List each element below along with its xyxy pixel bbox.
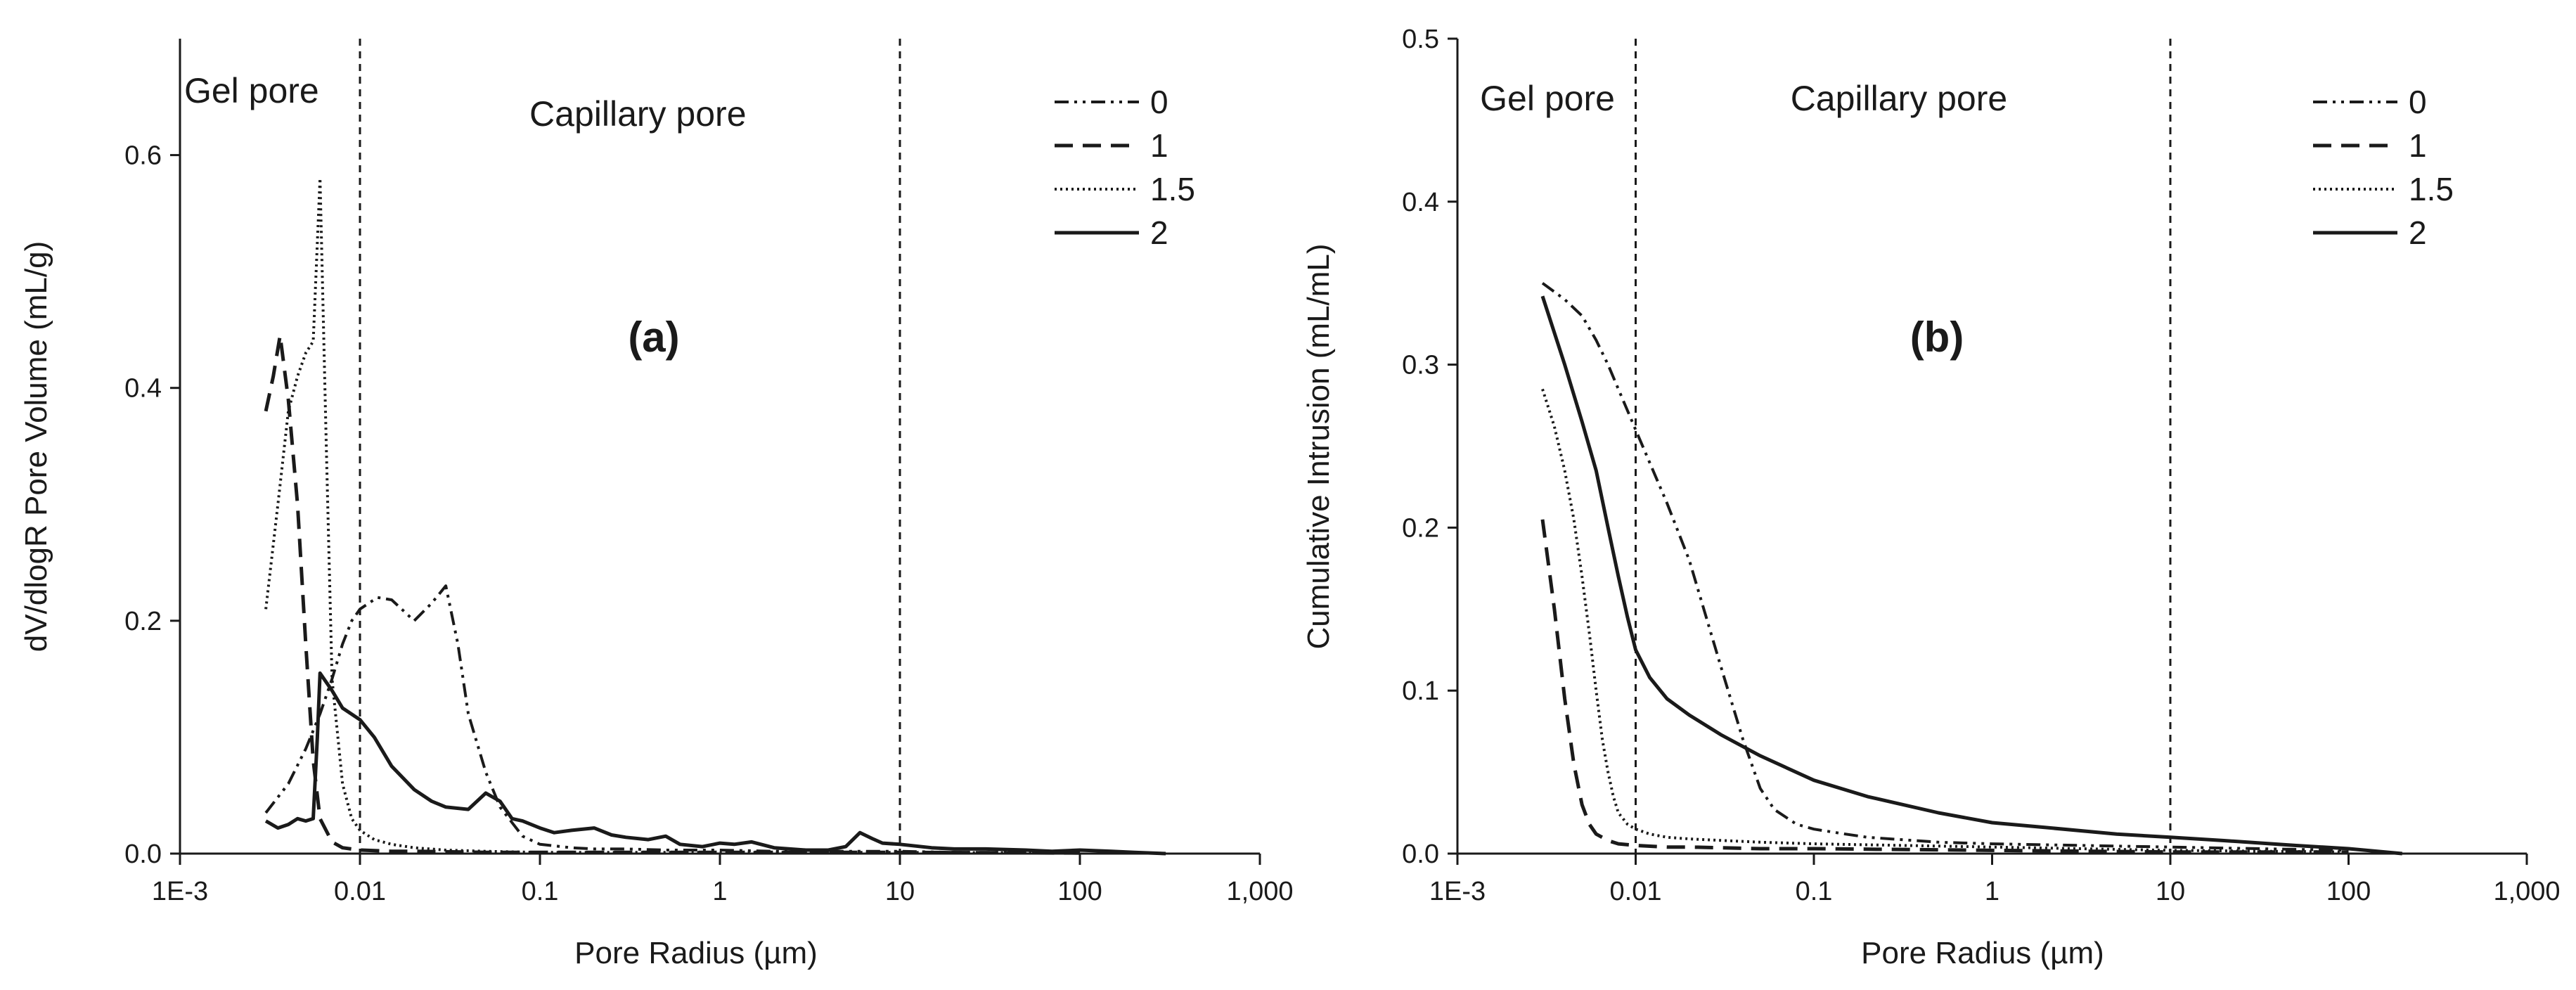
panel-b-capillary-pore-label: Capillary pore: [1791, 79, 2007, 118]
legend-label: 2: [2409, 214, 2427, 251]
panel-a-region-dividers: [359, 39, 901, 854]
series-line-2: [1540, 295, 2403, 856]
x-tick-label: 100: [2326, 877, 2371, 906]
series-line-0: [1541, 282, 2349, 852]
panel-a-tag: (a): [628, 314, 679, 361]
series-line-1: [1540, 519, 2349, 854]
panel-b-gel-pore-label: Gel pore: [1480, 79, 1615, 118]
x-tick-label: 10: [885, 877, 915, 906]
y-tick-label: 0.5: [1402, 25, 1439, 54]
legend-label: 0: [2409, 84, 2427, 120]
y-tick-label: 0.3: [1402, 351, 1439, 380]
panel-b-series: [1540, 282, 2403, 856]
panel-a-ticks: 1E-3 0.01 0.1 1 10 100 1,000 0.0 0.2 0.4 0.6: [124, 141, 1293, 906]
legend-label: 1.5: [1150, 171, 1195, 207]
series-line-1-5: [264, 176, 1081, 855]
series-line-0: [264, 584, 1080, 854]
panel-a-gel-pore-label: Gel pore: [184, 71, 319, 110]
x-tick-label: 1: [712, 877, 727, 906]
y-tick-label: 0.0: [1402, 840, 1439, 869]
panel-b-x-axis-title: Pore Radius (µm): [1861, 936, 2104, 970]
y-tick-label: 0.2: [1402, 513, 1439, 543]
legend-label: 1: [1150, 127, 1168, 164]
y-tick-label: 0.4: [124, 374, 162, 404]
series-line-1: [264, 333, 1081, 855]
y-tick-label: 0.4: [1402, 188, 1439, 217]
legend-label: 1.5: [2409, 171, 2454, 207]
panel-a-y-axis-title: dV/dlogR Pore Volume (mL/g): [19, 241, 53, 652]
legend-label: 0: [1150, 84, 1168, 120]
panel-a-x-axis-title: Pore Radius (µm): [574, 936, 818, 970]
x-tick-label: 1,000: [1226, 877, 1293, 906]
x-tick-label: 1E-3: [152, 877, 208, 906]
x-tick-label: 0.1: [1796, 877, 1833, 906]
x-tick-label: 0.01: [334, 877, 386, 906]
series-line-2: [264, 671, 1166, 856]
x-tick-label: 10: [2156, 877, 2185, 906]
panel-b-y-axis-title: Cumulative Intrusion (mL/mL): [1301, 243, 1336, 649]
legend-label: 1: [2409, 127, 2427, 164]
x-tick-label: 1: [1985, 877, 1999, 906]
panel-b-region-dividers: [1635, 39, 2172, 854]
y-tick-label: 0.2: [124, 607, 162, 636]
x-tick-label: 0.1: [522, 877, 559, 906]
y-tick-label: 0.1: [1402, 676, 1439, 706]
series-line-1-5: [1541, 388, 2349, 854]
legend-label: 2: [1150, 214, 1168, 251]
panel-b-tag: (b): [1910, 314, 1964, 361]
x-tick-label: 1,000: [2493, 877, 2560, 906]
x-tick-label: 0.01: [1610, 877, 1662, 906]
panel-a-capillary-pore-label: Capillary pore: [529, 94, 746, 134]
x-tick-label: 1E-3: [1429, 877, 1486, 906]
panel-a-series: [264, 176, 1166, 856]
y-tick-label: 0.6: [124, 141, 162, 171]
panel-b-chart: 1E-3 0.01 0.1 1 10 100 1,0000.00.10.20.30.40.5…: [1301, 25, 2561, 970]
panel-b-legend: 011.52: [2313, 84, 2454, 251]
x-tick-label: 100: [1057, 877, 1102, 906]
y-tick-label: 0.0: [124, 840, 162, 869]
panel-a-legend: 011.52: [1055, 84, 1195, 251]
